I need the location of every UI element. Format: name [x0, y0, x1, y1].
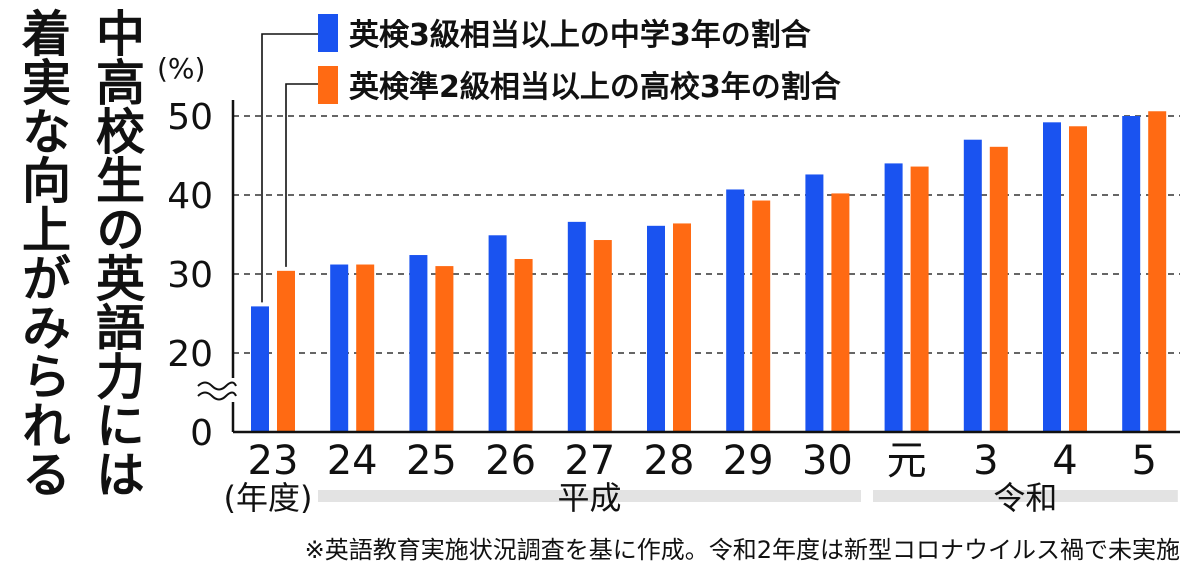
y-tick-label-30: 30 — [167, 255, 213, 296]
x-tick-label-6: 29 — [723, 438, 774, 484]
y-unit-label: (%) — [157, 52, 205, 85]
era-label-0: 平成 — [557, 479, 621, 517]
x-tick-label-0: 23 — [248, 438, 299, 484]
x-tick-label-9: 3 — [973, 438, 998, 484]
bar-s1-0 — [251, 306, 269, 432]
bar-s1-2 — [409, 255, 428, 432]
y-tick-label-20: 20 — [167, 334, 213, 375]
axes: 50 40 30 20 0 (%) 23 24 25 26 27 28 29 30 元 3 4 5 (年度) — [157, 52, 1180, 517]
bar-s1-8 — [884, 163, 903, 432]
bar-s1-11 — [1122, 116, 1141, 432]
x-tick-label-11: 5 — [1131, 438, 1156, 484]
gridlines — [233, 115, 1180, 354]
axis-break-marker — [196, 378, 237, 402]
era-bands: 平成 令和 — [318, 479, 1178, 517]
bar-s2-10 — [1069, 126, 1087, 433]
x-tick-label-2: 25 — [406, 438, 457, 484]
bar-s2-8 — [910, 166, 929, 432]
x-tick-label-5: 28 — [644, 438, 695, 484]
x-tick-label-7: 30 — [802, 438, 853, 484]
x-tick-label-4: 27 — [564, 438, 615, 484]
era-band-1 — [873, 490, 1178, 502]
bar-s2-3 — [514, 258, 533, 432]
bar-s1-5 — [647, 225, 665, 432]
legend-swatch-1 — [318, 66, 338, 104]
bar-s2-0 — [277, 270, 295, 432]
y-tick-label-40: 40 — [167, 176, 213, 217]
chart-title-line-1: 中高校生の英語力には — [88, 8, 145, 498]
bar-s2-5 — [673, 223, 691, 432]
bar-s2-1 — [356, 264, 375, 432]
era-label-1: 令和 — [993, 479, 1057, 517]
y-tick-label-50: 50 — [167, 97, 213, 138]
y-tick-label-0: 0 — [190, 413, 213, 454]
bar-s1-10 — [1043, 122, 1061, 432]
bar-s1-7 — [805, 174, 824, 432]
bar-s2-4 — [593, 240, 612, 432]
source-note: ※英語教育実施状況調査を基に作成。令和2年度は新型コロナウイルス禍で未実施 — [305, 536, 1180, 564]
x-tick-label-8: 元 — [887, 438, 927, 484]
bar-s2-7 — [831, 193, 850, 432]
x-tick-label-10: 4 — [1052, 438, 1077, 484]
bar-s2-11 — [1148, 111, 1167, 432]
bar-s1-9 — [963, 139, 982, 432]
bar-s2-6 — [752, 200, 771, 432]
bar-s1-4 — [567, 221, 586, 432]
x-unit-label: (年度) — [224, 479, 313, 517]
chart-title-line-2: 着実な向上がみられる — [14, 8, 71, 498]
bar-s2-9 — [989, 146, 1008, 432]
legend-leader-0 — [261, 33, 318, 303]
legend-label-1: 英検準2級相当以上の高校3年の割合 — [349, 70, 841, 105]
bar-s1-6 — [726, 189, 745, 432]
bar-s2-2 — [435, 266, 454, 432]
legend-swatch-0 — [318, 14, 338, 52]
bars — [251, 111, 1167, 433]
x-tick-label-3: 26 — [485, 438, 536, 484]
bar-s1-1 — [330, 264, 349, 432]
era-band-0 — [318, 490, 861, 502]
bar-s1-3 — [488, 235, 507, 432]
x-tick-label-1: 24 — [327, 438, 378, 484]
legend-label-0: 英検3級相当以上の中学3年の割合 — [349, 18, 811, 53]
legend-leader-1 — [285, 83, 318, 267]
